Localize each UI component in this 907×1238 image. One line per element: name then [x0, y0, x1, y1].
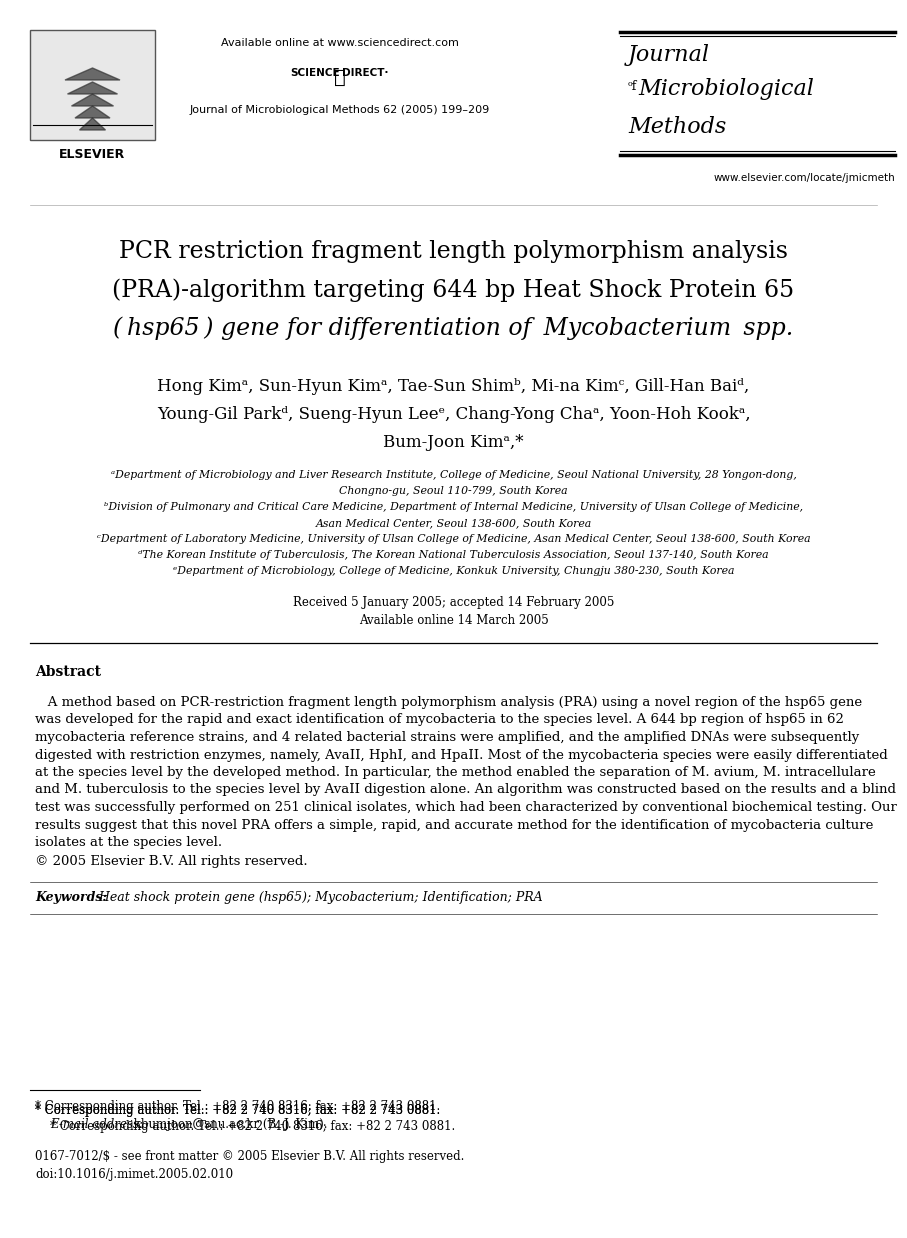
- Text: Journal of Microbiological Methods 62 (2005) 199–209: Journal of Microbiological Methods 62 (2…: [190, 105, 490, 115]
- Text: A method based on PCR-restriction fragment length polymorphism analysis (PRA) us: A method based on PCR-restriction fragme…: [35, 696, 863, 709]
- Text: kbumjoon@snu.ac.kr (B.-J. Kim).: kbumjoon@snu.ac.kr (B.-J. Kim).: [130, 1118, 327, 1132]
- Text: ᶜDepartment of Laboratory Medicine, University of Ulsan College of Medicine, Asa: ᶜDepartment of Laboratory Medicine, Univ…: [97, 534, 810, 543]
- Text: Methods: Methods: [628, 116, 727, 137]
- Text: Abstract: Abstract: [35, 665, 101, 678]
- Text: * Corresponding author. Tel.: +82 2 740 8316; fax: +82 2 743 0881.: * Corresponding author. Tel.: +82 2 740 …: [50, 1120, 455, 1133]
- Text: E-mail address:: E-mail address:: [50, 1118, 143, 1132]
- Text: www.elsevier.com/locate/jmicmeth: www.elsevier.com/locate/jmicmeth: [713, 173, 895, 183]
- Polygon shape: [67, 82, 118, 94]
- Text: ( hsp65 ) gene for differentiation of  Mycobacterium  spp.: ( hsp65 ) gene for differentiation of My…: [113, 316, 794, 339]
- Text: PCR restriction fragment length polymorphism analysis: PCR restriction fragment length polymorp…: [119, 240, 788, 262]
- Text: at the species level by the developed method. In particular, the method enabled : at the species level by the developed me…: [35, 766, 876, 779]
- Text: ᵈThe Korean Institute of Tuberculosis, The Korean National Tuberculosis Associat: ᵈThe Korean Institute of Tuberculosis, T…: [138, 550, 769, 560]
- Text: Heat shock protein gene (hsp65); Mycobacterium; Identification; PRA: Heat shock protein gene (hsp65); Mycobac…: [95, 891, 542, 905]
- Text: * Corresponding author. Tel.: +82 2 740 8316; fax: +82 2 743 0881.: * Corresponding author. Tel.: +82 2 740 …: [35, 1104, 440, 1117]
- Text: DIRECT·: DIRECT·: [342, 68, 388, 78]
- Polygon shape: [80, 118, 105, 130]
- Text: ᵃDepartment of Microbiology and Liver Research Institute, College of Medicine, S: ᵃDepartment of Microbiology and Liver Re…: [111, 470, 796, 480]
- Text: Young-Gil Parkᵈ, Sueng-Hyun Leeᵉ, Chang-Yong Chaᵃ, Yoon-Hoh Kookᵃ,: Young-Gil Parkᵈ, Sueng-Hyun Leeᵉ, Chang-…: [157, 406, 750, 423]
- Text: mycobacteria reference strains, and 4 related bacterial strains were amplified, : mycobacteria reference strains, and 4 re…: [35, 730, 859, 744]
- Text: ᵉDepartment of Microbiology, College of Medicine, Konkuk University, Chungju 380: ᵉDepartment of Microbiology, College of …: [172, 566, 735, 576]
- Polygon shape: [75, 106, 110, 118]
- Text: ELSEVIER: ELSEVIER: [59, 149, 126, 161]
- Text: (PRA)-algorithm targeting 644 bp Heat Shock Protein 65: (PRA)-algorithm targeting 644 bp Heat Sh…: [112, 279, 795, 302]
- Text: Microbiological: Microbiological: [638, 78, 814, 100]
- Text: © 2005 Elsevier B.V. All rights reserved.: © 2005 Elsevier B.V. All rights reserved…: [35, 855, 307, 869]
- Text: ᵇDivision of Pulmonary and Critical Care Medicine, Department of Internal Medici: ᵇDivision of Pulmonary and Critical Care…: [104, 501, 803, 513]
- Text: SCIENCE: SCIENCE: [290, 68, 340, 78]
- Text: was developed for the rapid and exact identification of mycobacteria to the spec: was developed for the rapid and exact id…: [35, 713, 844, 727]
- Text: 0167-7012/$ - see front matter © 2005 Elsevier B.V. All rights reserved.: 0167-7012/$ - see front matter © 2005 El…: [35, 1150, 464, 1162]
- Text: digested with restriction enzymes, namely, AvaII, HphI, and HpaII. Most of the m: digested with restriction enzymes, namel…: [35, 749, 888, 761]
- Text: doi:10.1016/j.mimet.2005.02.010: doi:10.1016/j.mimet.2005.02.010: [35, 1167, 233, 1181]
- Text: Chongno-gu, Seoul 110-799, South Korea: Chongno-gu, Seoul 110-799, South Korea: [339, 487, 568, 496]
- Text: test was successfully performed on 251 clinical isolates, which had been charact: test was successfully performed on 251 c…: [35, 801, 897, 815]
- Text: Received 5 January 2005; accepted 14 February 2005: Received 5 January 2005; accepted 14 Feb…: [293, 595, 614, 609]
- Text: Journal: Journal: [628, 45, 710, 66]
- Text: ᵒf: ᵒf: [628, 80, 638, 93]
- Text: isolates at the species level.: isolates at the species level.: [35, 836, 222, 849]
- Text: Bum-Joon Kimᵃ,*: Bum-Joon Kimᵃ,*: [384, 435, 523, 451]
- Polygon shape: [65, 68, 120, 80]
- Polygon shape: [72, 94, 113, 106]
- Text: Available online 14 March 2005: Available online 14 March 2005: [358, 614, 549, 626]
- Text: and M. tuberculosis to the species level by AvaII digestion alone. An algorithm : and M. tuberculosis to the species level…: [35, 784, 896, 796]
- Text: Available online at www.sciencedirect.com: Available online at www.sciencedirect.co…: [221, 38, 459, 48]
- Text: * Corresponding author. Tel.: +82 2 740 8316; fax: +82 2 743 0881.: * Corresponding author. Tel.: +82 2 740 …: [35, 1101, 440, 1113]
- Text: results suggest that this novel PRA offers a simple, rapid, and accurate method : results suggest that this novel PRA offe…: [35, 818, 873, 832]
- Text: * Corresponding author. Tel.: +82 2 740 8316; fax: +82 2 743 0881.: * Corresponding author. Tel.: +82 2 740 …: [35, 1104, 440, 1117]
- Text: ⓐ: ⓐ: [334, 68, 346, 87]
- Text: Asan Medical Center, Seoul 138-600, South Korea: Asan Medical Center, Seoul 138-600, Sout…: [316, 517, 591, 527]
- Text: Keywords:: Keywords:: [35, 891, 107, 905]
- Bar: [30, 30, 155, 140]
- Text: Hong Kimᵃ, Sun-Hyun Kimᵃ, Tae-Sun Shimᵇ, Mi-na Kimᶜ, Gill-Han Baiᵈ,: Hong Kimᵃ, Sun-Hyun Kimᵃ, Tae-Sun Shimᵇ,…: [158, 378, 749, 395]
